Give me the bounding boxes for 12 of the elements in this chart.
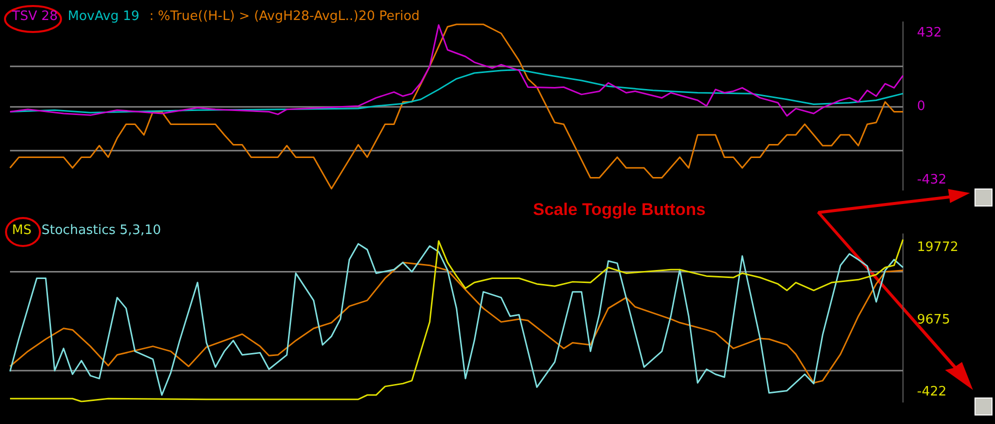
y-tick-label: -422	[917, 384, 947, 400]
y-tick-label: 0	[917, 99, 926, 114]
text: Stochastics 5,3,10	[41, 223, 162, 238]
y-tick-label: 19772	[917, 240, 958, 255]
y-tick-label: 432	[917, 26, 942, 41]
text: : %True((H-L) > (AvgH28-AvgL..)20 Period	[149, 9, 420, 24]
y-tick-label: -432	[917, 172, 947, 188]
y-tick-label: 9675	[917, 312, 950, 328]
text: TSV 28	[12, 9, 58, 24]
text: MS	[12, 223, 32, 238]
text: MovAvg 19	[68, 9, 140, 24]
text: Scale Toggle Buttons	[533, 200, 706, 220]
